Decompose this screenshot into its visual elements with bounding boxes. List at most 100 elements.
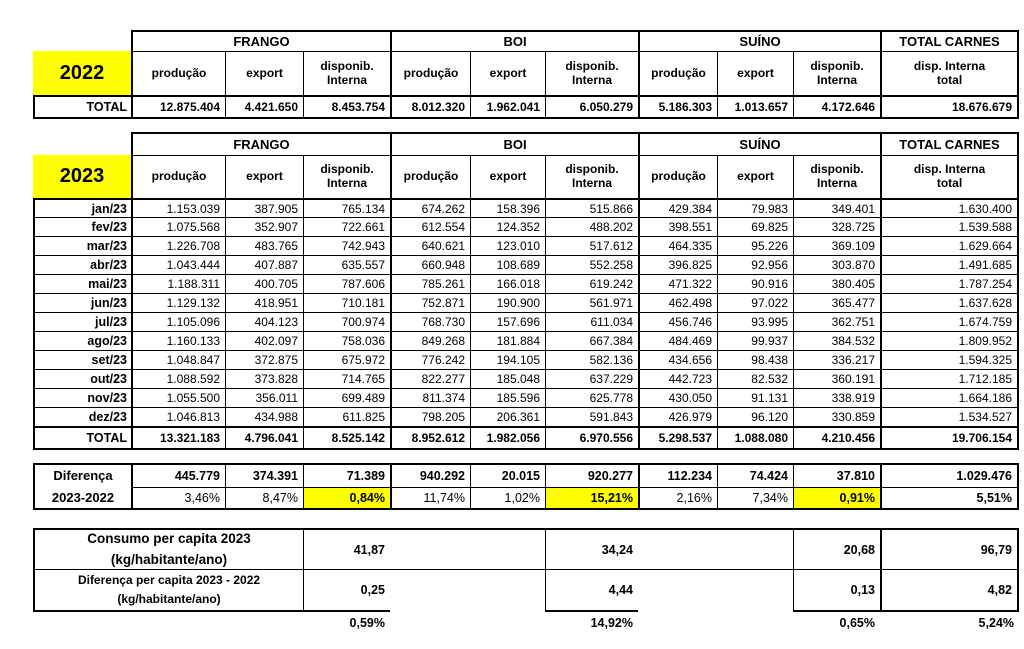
data-cell: 675.972: [303, 350, 390, 369]
data-cell: 407.887: [225, 255, 303, 274]
data-cell: 372.875: [225, 350, 303, 369]
column-header-producao: produção: [131, 155, 225, 198]
data-cell: 1.630.400: [880, 198, 1019, 217]
data-cell: 402.097: [225, 331, 303, 350]
data-cell: 1.637.628: [880, 293, 1019, 312]
data-cell: 1.226.708: [131, 236, 225, 255]
table-difference-2023-2022: Diferença 2023-2022 445.779 374.391 71.389 94…: [33, 463, 1019, 510]
data-cell: 582.136: [545, 350, 638, 369]
data-cell: 8.952.612: [390, 426, 470, 450]
data-cell: 700.974: [303, 312, 390, 331]
data-cell: 758.036: [303, 331, 390, 350]
table-per-capita: Consumo per capita 2023 (kg/habitante/ano…: [33, 528, 1019, 634]
difference-value-cell: 112.234: [638, 463, 717, 487]
data-cell: 99.937: [717, 331, 793, 350]
difference-percent-cell: 8,47%: [225, 487, 303, 510]
data-cell: 1.962.041: [470, 95, 545, 119]
column-header-disponib-interna: disponib. Interna: [793, 155, 880, 198]
data-cell: 396.825: [638, 255, 717, 274]
column-header-export: export: [225, 51, 303, 95]
data-cell: 1.160.133: [131, 331, 225, 350]
data-cell: 4.796.041: [225, 426, 303, 450]
data-cell: 483.765: [225, 236, 303, 255]
data-cell: 69.825: [717, 217, 793, 236]
difference-value-cell: 445.779: [131, 463, 225, 487]
data-cell: 1.055.500: [131, 388, 225, 407]
row-label-fev-23: fev/23: [33, 217, 131, 236]
data-cell: 1.809.952: [880, 331, 1019, 350]
data-cell: 710.181: [303, 293, 390, 312]
data-cell: 384.532: [793, 331, 880, 350]
column-header-disponib-interna: disponib. Interna: [793, 51, 880, 95]
per-capita-value-cell: 20,68: [793, 528, 880, 570]
data-cell: 418.951: [225, 293, 303, 312]
data-cell: 1.043.444: [131, 255, 225, 274]
data-cell: 356.011: [225, 388, 303, 407]
data-cell: 97.022: [717, 293, 793, 312]
data-cell: 787.606: [303, 274, 390, 293]
data-cell: 714.765: [303, 369, 390, 388]
difference-value-cell: 74.424: [717, 463, 793, 487]
row-label-jun-23: jun/23: [33, 293, 131, 312]
difference-percent-cell: 5,51%: [880, 487, 1019, 510]
data-cell: 124.352: [470, 217, 545, 236]
data-cell: 752.871: [390, 293, 470, 312]
row-label-abr-23: abr/23: [33, 255, 131, 274]
data-cell: 722.661: [303, 217, 390, 236]
column-header-export: export: [717, 51, 793, 95]
empty-cell: [638, 570, 793, 612]
difference-value-cell: 940.292: [390, 463, 470, 487]
data-cell: 1.188.311: [131, 274, 225, 293]
row-label-jul-23: jul/23: [33, 312, 131, 331]
data-cell: 1.075.568: [131, 217, 225, 236]
data-cell: 93.995: [717, 312, 793, 331]
difference-percent-cell: 1,02%: [470, 487, 545, 510]
column-header-disponib-interna: disponib. Interna: [303, 51, 390, 95]
data-cell: 380.405: [793, 274, 880, 293]
data-cell: 1.787.254: [880, 274, 1019, 293]
data-cell: 822.277: [390, 369, 470, 388]
data-cell: 330.859: [793, 407, 880, 426]
data-cell: 1.534.527: [880, 407, 1019, 426]
data-cell: 398.551: [638, 217, 717, 236]
data-cell: 426.979: [638, 407, 717, 426]
data-cell: 742.943: [303, 236, 390, 255]
group-header-total-carnes: TOTAL CARNES: [880, 132, 1019, 155]
corner-spacer: [33, 30, 131, 51]
empty-cell: [638, 612, 793, 634]
data-cell: 699.489: [303, 388, 390, 407]
column-header-disp-interna-total: disp. Interna total: [880, 155, 1019, 198]
difference-percent-cell: 15,21%: [545, 487, 638, 510]
column-header-export: export: [225, 155, 303, 198]
data-cell: 95.226: [717, 236, 793, 255]
column-header-disponib-interna: disponib. Interna: [545, 51, 638, 95]
data-cell: 96.120: [717, 407, 793, 426]
data-cell: 338.919: [793, 388, 880, 407]
data-cell: 640.621: [390, 236, 470, 255]
data-cell: 349.401: [793, 198, 880, 217]
per-capita-value-cell: 41,87: [303, 528, 390, 570]
difference-percent-cell: 0,84%: [303, 487, 390, 510]
difference-percent-cell: 2,16%: [638, 487, 717, 510]
row-label-jan-23: jan/23: [33, 198, 131, 217]
column-header-producao: produção: [390, 155, 470, 198]
column-header-producao: produção: [638, 51, 717, 95]
data-cell: 6.050.279: [545, 95, 638, 119]
row-label-total: TOTAL: [33, 426, 131, 450]
data-cell: 82.532: [717, 369, 793, 388]
data-cell: 768.730: [390, 312, 470, 331]
row-label-nov-23: nov/23: [33, 388, 131, 407]
data-cell: 185.596: [470, 388, 545, 407]
data-cell: 1.088.080: [717, 426, 793, 450]
data-cell: 1.664.186: [880, 388, 1019, 407]
data-cell: 4.210.456: [793, 426, 880, 450]
data-cell: 456.746: [638, 312, 717, 331]
data-cell: 849.268: [390, 331, 470, 350]
group-header-total-carnes: TOTAL CARNES: [880, 30, 1019, 51]
data-cell: 352.907: [225, 217, 303, 236]
data-cell: 206.361: [470, 407, 545, 426]
group-header-suino: SUÍNO: [638, 30, 880, 51]
per-capita-percent-cell: 0,59%: [349, 616, 385, 630]
data-cell: 181.884: [470, 331, 545, 350]
data-cell: 552.258: [545, 255, 638, 274]
